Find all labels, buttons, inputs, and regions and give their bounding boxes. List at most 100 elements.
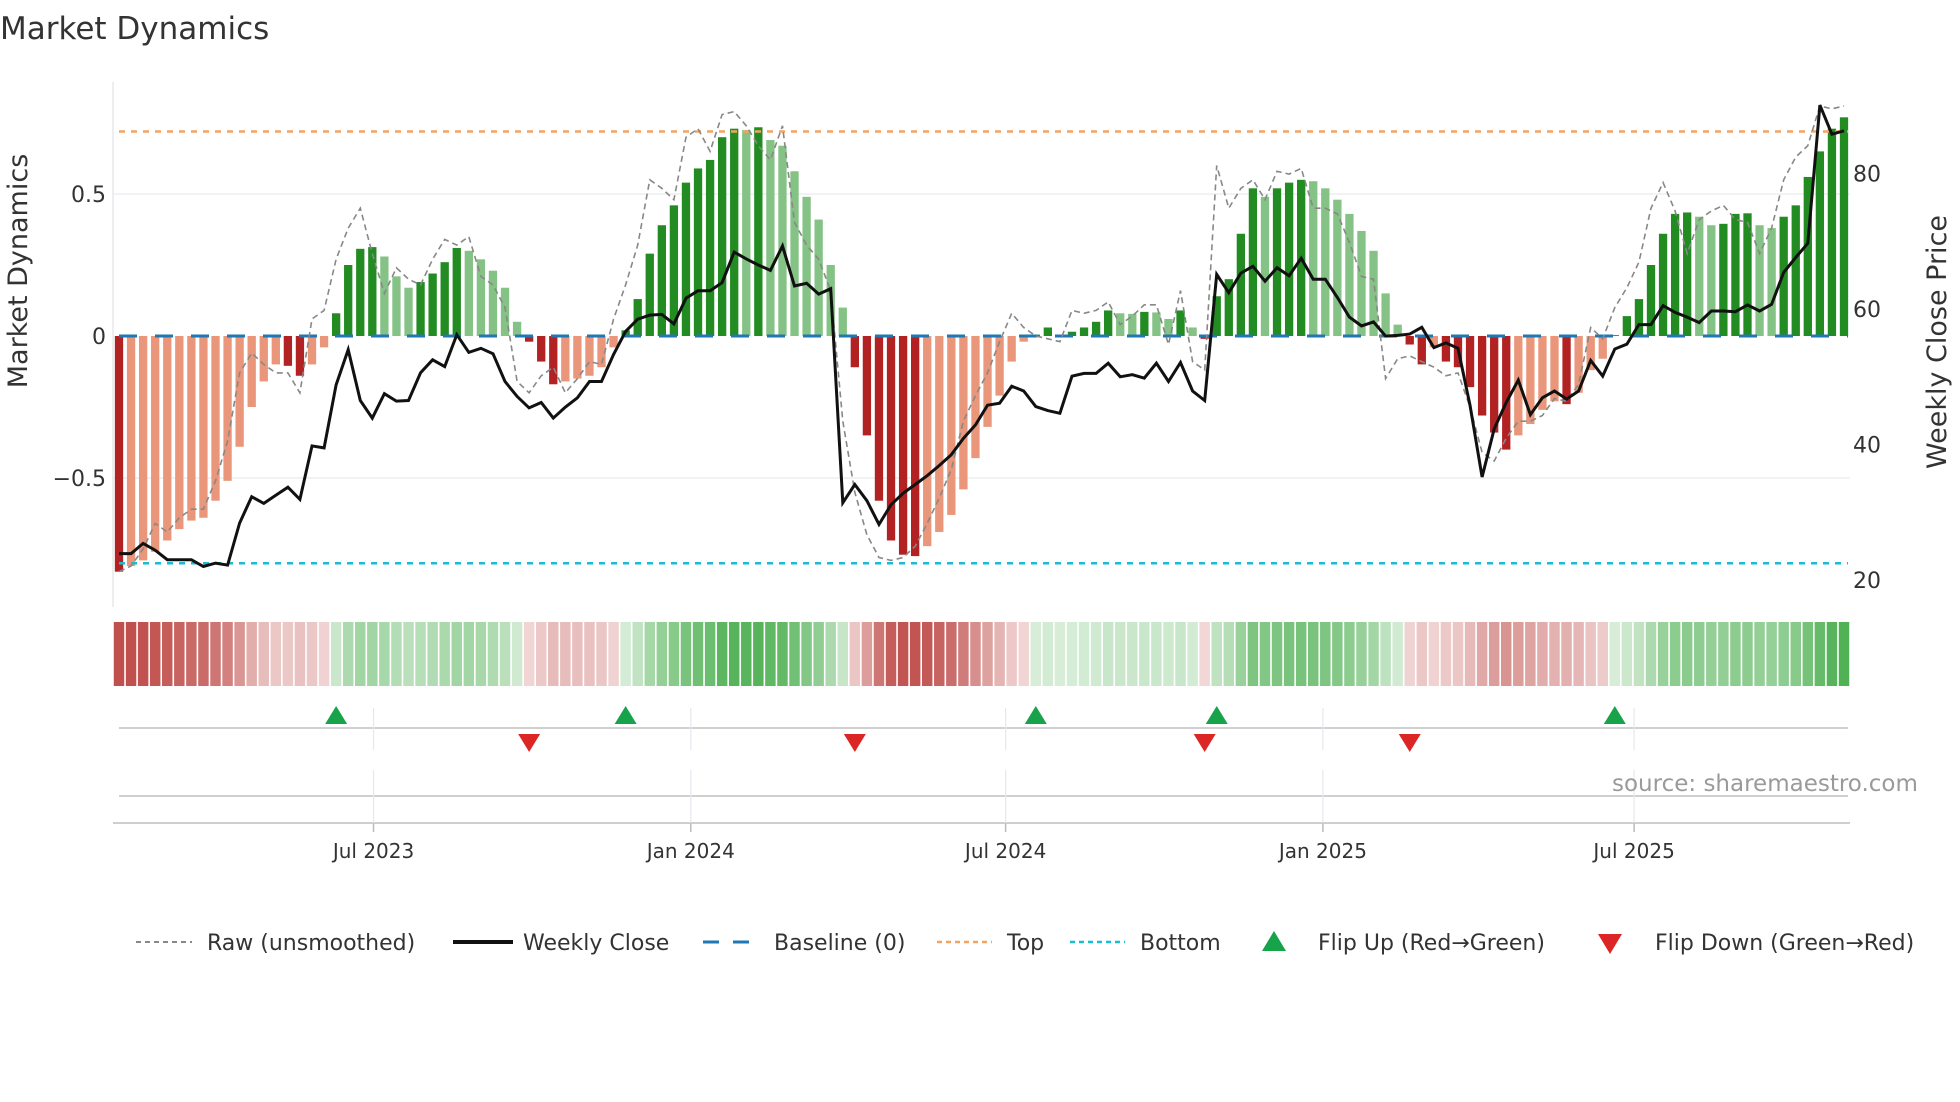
heat-cell (970, 622, 981, 686)
momentum-bar (1707, 225, 1716, 336)
momentum-bar (633, 299, 642, 336)
weekly-close-line (119, 104, 1845, 569)
momentum-bars (114, 117, 1849, 572)
x-axis-ticks: Jul 2023 Jan 2024 Jul 2024 Jan 2025 Jul 2025 (331, 823, 1675, 863)
heat-cell (789, 622, 800, 686)
momentum-bar (476, 259, 486, 336)
legend-item-bottom[interactable]: Bottom (1070, 931, 1221, 956)
heat-cell (813, 622, 824, 686)
momentum-bar (911, 336, 920, 557)
series-lines (118, 104, 1845, 573)
momentum-bar (669, 205, 679, 336)
heat-cell (1428, 622, 1440, 686)
momentum-bar (1357, 230, 1366, 336)
heat-cell (270, 622, 282, 686)
heat-cell (1790, 622, 1801, 686)
momentum-bar (512, 321, 522, 336)
heat-cell (210, 622, 221, 686)
heat-cell (1320, 622, 1331, 686)
legend-label-baseline: Baseline (0) (774, 931, 905, 956)
momentum-bar (356, 248, 365, 336)
momentum-bar (1658, 233, 1668, 336)
momentum-bar (126, 336, 136, 567)
heat-cell (415, 622, 426, 686)
momentum-bar (1743, 213, 1752, 336)
right-axis-ticks: 80 60 40 20 (1853, 163, 1881, 595)
legend-label-flip-up: Flip Up (Red→Green) (1318, 931, 1545, 956)
legend-item-flip-up[interactable]: Flip Up (Red→Green) (1262, 931, 1545, 956)
momentum-bar (1043, 327, 1052, 336)
momentum-bar (1646, 265, 1656, 336)
legend-item-close[interactable]: Weekly Close (453, 931, 669, 956)
heat-cell (560, 622, 571, 686)
momentum-bar (1236, 233, 1246, 336)
y2-tick-label: 40 (1853, 434, 1881, 459)
momentum-bar (1514, 336, 1523, 436)
heat-cell (137, 622, 149, 686)
momentum-bar (211, 336, 220, 501)
heat-cell (149, 622, 161, 686)
heat-cell (1199, 622, 1210, 686)
heat-cell (439, 622, 450, 686)
flip-down-marker (1398, 734, 1421, 752)
heat-cell (1633, 622, 1645, 686)
momentum-bar (790, 171, 799, 336)
momentum-bar (1212, 296, 1221, 336)
momentum-bar (597, 336, 606, 368)
legend-item-baseline[interactable]: Baseline (0) (703, 931, 905, 956)
heat-cell (982, 622, 993, 686)
momentum-bar (573, 336, 582, 379)
legend-item-flip-down[interactable]: Flip Down (Green→Red) (1598, 931, 1914, 956)
heat-cell (909, 622, 921, 686)
heat-cell (1657, 622, 1669, 686)
legend-item-raw[interactable]: Raw (unsmoothed) (136, 931, 415, 956)
momentum-bar (1128, 313, 1137, 336)
heat-cell (1513, 622, 1524, 686)
momentum-bar (657, 225, 666, 336)
momentum-bar (199, 336, 208, 518)
momentum-bar (1188, 327, 1197, 336)
flip-up-marker (1205, 706, 1228, 724)
heat-cell (1814, 622, 1826, 686)
momentum-bar (1224, 279, 1233, 336)
heat-cell (1718, 622, 1729, 686)
momentum-bar (223, 336, 232, 481)
heat-cell (1151, 622, 1162, 686)
momentum-bar (1417, 336, 1426, 365)
momentum-bar (1610, 335, 1619, 336)
flip-markers (325, 706, 1626, 752)
momentum-bar (440, 262, 449, 336)
heat-cell (1018, 622, 1029, 686)
momentum-bar (1465, 336, 1475, 388)
heat-cell (572, 622, 583, 686)
heat-cell (1706, 622, 1717, 686)
momentum-bar (1333, 199, 1342, 336)
heat-cell (1102, 622, 1114, 686)
legend-label-close: Weekly Close (523, 931, 669, 956)
flip-down-marker (843, 734, 866, 752)
momentum-bar (175, 336, 184, 530)
momentum-bar (935, 336, 944, 532)
flip-marker-panel (113, 727, 1850, 824)
heat-cell (704, 622, 716, 686)
heat-cell (186, 622, 197, 686)
legend-item-top[interactable]: Top (937, 931, 1044, 956)
momentum-bar (681, 182, 691, 336)
heat-cell (1356, 622, 1367, 686)
momentum-bar (1634, 299, 1644, 336)
momentum-bar (742, 130, 751, 336)
momentum-bar (850, 336, 859, 368)
heat-cell (1597, 622, 1608, 686)
heat-cell (379, 622, 390, 686)
x-tick-label: Jul 2023 (331, 839, 414, 863)
heat-cell (765, 622, 776, 686)
heat-cell (1235, 622, 1247, 686)
heat-cell (620, 622, 631, 686)
heat-cell (1187, 622, 1198, 686)
heat-cell (1078, 622, 1090, 686)
momentum-bar (754, 127, 763, 336)
right-axis-label: Weekly Close Price (1922, 215, 1953, 469)
heat-cell (391, 622, 402, 686)
heat-cell (801, 622, 812, 686)
momentum-bar (464, 250, 473, 336)
